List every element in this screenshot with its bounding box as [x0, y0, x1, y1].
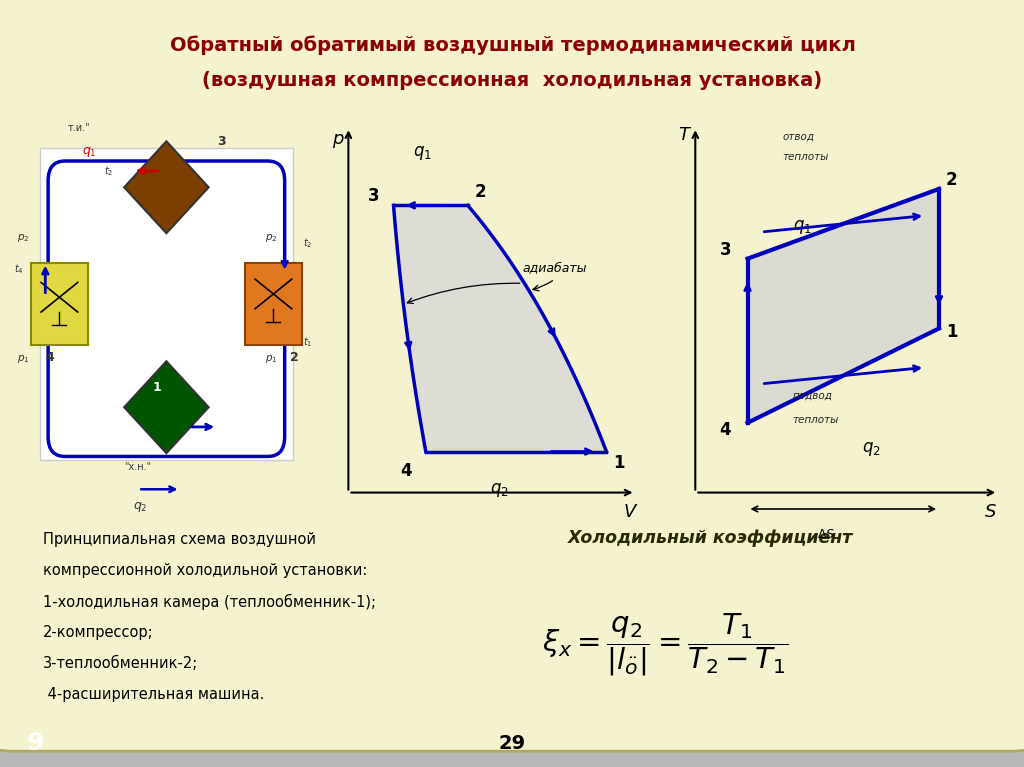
Text: (воздушная компрессионная  холодильная установка): (воздушная компрессионная холодильная ус… [203, 71, 822, 91]
Text: адиабаты: адиабаты [522, 261, 587, 274]
Text: 9: 9 [28, 731, 44, 755]
Text: $t_4$: $t_4$ [14, 262, 25, 276]
FancyBboxPatch shape [246, 263, 302, 345]
Text: подвод: подвод [793, 390, 833, 400]
Text: компрессионной холодильной установки:: компрессионной холодильной установки: [43, 563, 368, 578]
Text: 1: 1 [153, 380, 161, 393]
Text: 29: 29 [499, 735, 525, 753]
Text: $t_2$: $t_2$ [104, 164, 114, 178]
Text: 1-холодильная камера (теплообменник-1);: 1-холодильная камера (теплообменник-1); [43, 594, 376, 611]
Text: Холодильный коэффициент: Холодильный коэффициент [567, 529, 853, 547]
Text: $t_2$: $t_2$ [303, 236, 312, 250]
Text: $S$: $S$ [984, 503, 997, 522]
Text: $q_1$: $q_1$ [413, 144, 432, 162]
FancyBboxPatch shape [40, 148, 293, 459]
Text: $p_1$: $p_1$ [17, 354, 30, 365]
Text: 4: 4 [45, 351, 54, 364]
Text: отвод: отвод [782, 132, 814, 142]
Polygon shape [124, 361, 209, 453]
Text: 1: 1 [946, 323, 957, 341]
Text: 1: 1 [612, 454, 625, 472]
Text: $p_2$: $p_2$ [17, 232, 30, 244]
Text: $q_1$: $q_1$ [793, 218, 812, 236]
Text: 2-компрессор;: 2-компрессор; [43, 625, 154, 640]
Text: $p_1$: $p_1$ [265, 354, 278, 365]
Text: $q_1$: $q_1$ [82, 146, 96, 160]
Text: 3: 3 [368, 187, 379, 206]
Text: $V$: $V$ [623, 503, 638, 522]
Text: 2: 2 [474, 183, 485, 201]
Polygon shape [393, 206, 606, 452]
Text: 4: 4 [720, 421, 731, 439]
Text: теплоты: теплоты [793, 415, 839, 425]
Text: 2: 2 [946, 171, 957, 189]
FancyBboxPatch shape [32, 263, 88, 345]
Polygon shape [124, 141, 209, 233]
Text: $\Delta S$: $\Delta S$ [817, 528, 836, 541]
Text: $q_2$: $q_2$ [133, 500, 147, 514]
Text: 3: 3 [217, 134, 225, 147]
Text: $T$: $T$ [678, 126, 692, 143]
Text: 4-расширительная машина.: 4-расширительная машина. [43, 686, 264, 702]
Text: теплоты: теплоты [782, 152, 828, 162]
Text: $\xi_x = \dfrac{q_2}{|l_{\ddot{o}}|} = \dfrac{T_1}{T_2 - T_1}$: $\xi_x = \dfrac{q_2}{|l_{\ddot{o}}|} = \… [543, 611, 788, 678]
Text: $p$: $p$ [332, 132, 345, 150]
Text: 4: 4 [400, 463, 412, 480]
Text: Принципиальная схема воздушной: Принципиальная схема воздушной [43, 532, 316, 548]
Text: Обратный обратимый воздушный термодинамический цикл: Обратный обратимый воздушный термодинами… [170, 35, 855, 54]
Text: 3: 3 [720, 241, 731, 258]
Text: 2: 2 [291, 351, 299, 364]
Text: "х.н.": "х.н." [124, 462, 152, 472]
Text: $q_2$: $q_2$ [490, 481, 509, 499]
Polygon shape [748, 189, 939, 423]
Text: $p_2$: $p_2$ [265, 232, 278, 244]
Text: 3-теплообменник-2;: 3-теплообменник-2; [43, 656, 199, 671]
FancyBboxPatch shape [0, 0, 1024, 751]
Text: т.и.": т.и." [68, 123, 90, 133]
Text: $q_2$: $q_2$ [862, 439, 882, 458]
Text: $t_1$: $t_1$ [303, 335, 312, 349]
